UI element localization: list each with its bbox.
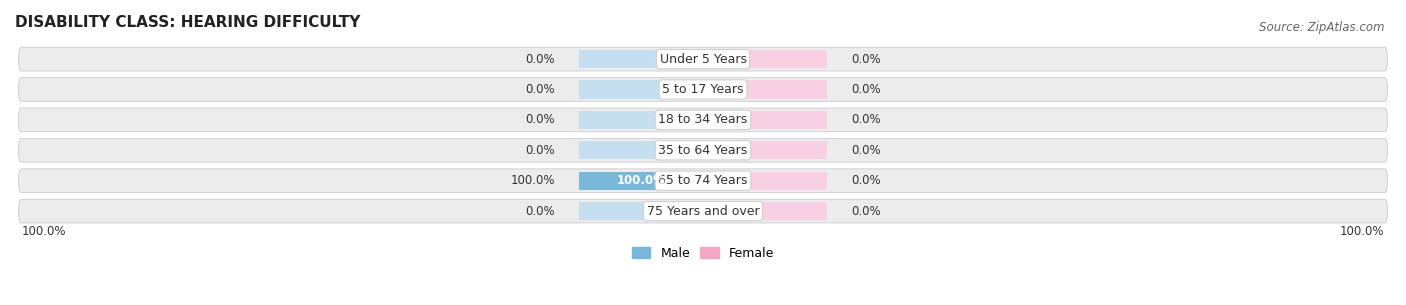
Text: 0.0%: 0.0% [526, 205, 555, 217]
Text: 0.0%: 0.0% [526, 83, 555, 96]
Text: 100.0%: 100.0% [1340, 225, 1384, 238]
Text: 0.0%: 0.0% [851, 144, 880, 157]
Text: 5 to 17 Years: 5 to 17 Years [662, 83, 744, 96]
Text: 100.0%: 100.0% [617, 174, 665, 187]
Text: 18 to 34 Years: 18 to 34 Years [658, 113, 748, 126]
FancyBboxPatch shape [18, 108, 1388, 132]
FancyBboxPatch shape [18, 138, 1388, 162]
Bar [579, 202, 703, 220]
Text: 0.0%: 0.0% [526, 113, 555, 126]
Bar [703, 172, 827, 190]
Text: 0.0%: 0.0% [851, 83, 880, 96]
Text: Source: ZipAtlas.com: Source: ZipAtlas.com [1260, 21, 1385, 34]
FancyBboxPatch shape [18, 78, 1388, 101]
Text: 65 to 74 Years: 65 to 74 Years [658, 174, 748, 187]
Bar [703, 81, 827, 99]
Legend: Male, Female: Male, Female [627, 242, 779, 264]
Text: 0.0%: 0.0% [851, 113, 880, 126]
FancyBboxPatch shape [18, 199, 1388, 223]
Text: 0.0%: 0.0% [851, 205, 880, 217]
FancyBboxPatch shape [18, 169, 1388, 192]
Text: 0.0%: 0.0% [526, 144, 555, 157]
Bar [579, 172, 703, 190]
Bar [579, 81, 703, 99]
Text: 100.0%: 100.0% [22, 225, 66, 238]
Text: Under 5 Years: Under 5 Years [659, 53, 747, 66]
Bar [579, 141, 703, 160]
Text: 0.0%: 0.0% [851, 53, 880, 66]
Text: 0.0%: 0.0% [851, 174, 880, 187]
Bar [579, 172, 703, 190]
Text: 0.0%: 0.0% [526, 53, 555, 66]
Text: 35 to 64 Years: 35 to 64 Years [658, 144, 748, 157]
Text: DISABILITY CLASS: HEARING DIFFICULTY: DISABILITY CLASS: HEARING DIFFICULTY [15, 15, 360, 30]
FancyBboxPatch shape [18, 47, 1388, 71]
Bar [703, 50, 827, 68]
Bar [579, 111, 703, 129]
Bar [579, 50, 703, 68]
Bar [703, 141, 827, 160]
Bar [703, 111, 827, 129]
Text: 100.0%: 100.0% [510, 174, 555, 187]
Text: 75 Years and over: 75 Years and over [647, 205, 759, 217]
Bar [703, 202, 827, 220]
